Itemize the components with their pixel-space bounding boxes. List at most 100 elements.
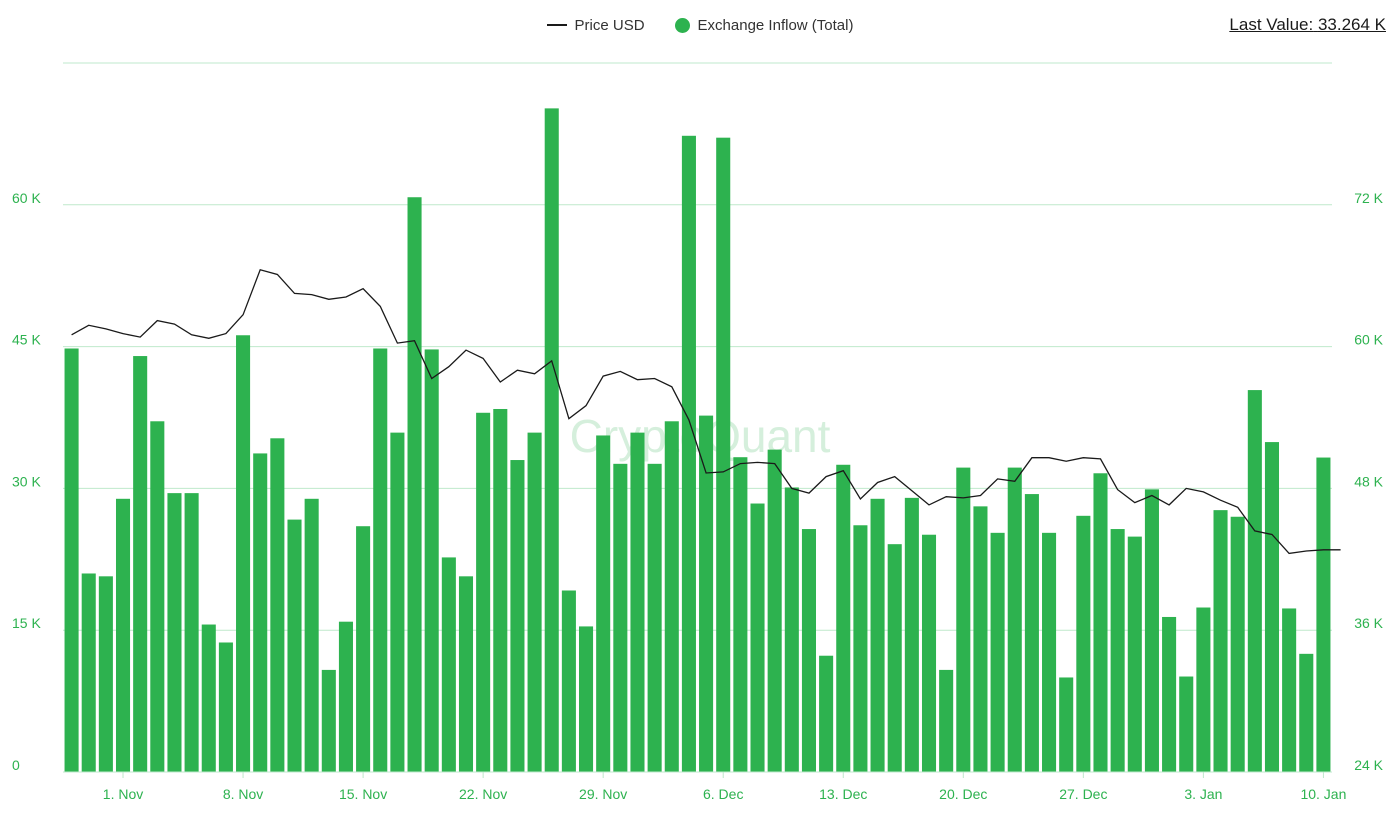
inflow-bar [699, 415, 714, 772]
bars-group [64, 108, 1331, 773]
inflow-bar [1007, 467, 1022, 772]
inflow-bar [1299, 653, 1314, 772]
inflow-bar [956, 467, 971, 772]
inflow-bar [1196, 607, 1211, 772]
y-right-tick-label: 72 K [1354, 190, 1383, 206]
legend-label-inflow: Exchange Inflow (Total) [697, 16, 854, 34]
circle-swatch-icon [674, 17, 690, 33]
inflow-bar [544, 108, 559, 773]
inflow-bar [64, 348, 79, 772]
x-tick-label: 29. Nov [579, 786, 627, 802]
y-left-tick-label: 15 K [12, 615, 41, 631]
inflow-bar [613, 463, 628, 772]
y-axis-right: 24 K 36 K 48 K 60 K 72 K [1354, 190, 1383, 773]
inflow-bar [304, 498, 319, 772]
inflow-bar [270, 438, 285, 772]
inflow-bar [150, 421, 165, 772]
inflow-bar [338, 621, 353, 772]
y-right-tick-label: 36 K [1354, 615, 1383, 631]
inflow-bar [218, 642, 233, 772]
x-tick-label: 20. Dec [939, 786, 987, 802]
inflow-bar [887, 544, 902, 772]
inflow-bar [733, 457, 748, 772]
x-tick-label: 10. Jan [1300, 786, 1346, 802]
inflow-bar [201, 624, 216, 772]
inflow-bar [647, 463, 662, 772]
inflow-bar [1162, 616, 1177, 772]
inflow-bar [441, 557, 456, 772]
inflow-bar [373, 348, 388, 772]
line-swatch-icon [546, 24, 567, 26]
inflow-bar [253, 453, 268, 772]
y-left-tick-label: 30 K [12, 473, 41, 489]
inflow-bar [664, 421, 679, 772]
inflow-bar [1059, 677, 1074, 772]
inflow-bar [236, 335, 251, 772]
inflow-bar [939, 669, 954, 772]
inflow-bar [493, 408, 508, 772]
y-right-tick-label: 60 K [1354, 332, 1383, 348]
inflow-bar [853, 525, 868, 772]
inflow-bar [819, 655, 834, 772]
inflow-bar [630, 432, 645, 772]
legend-label-price: Price USD [574, 16, 645, 34]
y-left-tick-label: 45 K [12, 332, 41, 348]
inflow-bar [1213, 510, 1228, 772]
inflow-bar [1247, 390, 1262, 772]
legend-item-inflow[interactable]: Exchange Inflow (Total) [674, 16, 854, 34]
last-value-readout[interactable]: Last Value: 33.264 K [1229, 15, 1386, 35]
inflow-bar [184, 493, 199, 772]
inflow-bar [784, 487, 799, 772]
inflow-bar [1144, 489, 1159, 772]
inflow-bar [356, 526, 371, 772]
inflow-bar [133, 356, 148, 772]
inflow-bar [321, 669, 336, 772]
inflow-bar [870, 498, 885, 772]
inflow-bar [1316, 457, 1331, 772]
y-right-tick-label: 24 K [1354, 757, 1383, 773]
inflow-bar [750, 503, 765, 772]
inflow-bar [921, 534, 937, 772]
inflow-bar [836, 464, 851, 772]
legend: Price USD Exchange Inflow (Total) [0, 13, 1400, 37]
inflow-bar [1179, 676, 1194, 772]
legend-item-price[interactable]: Price USD [546, 16, 645, 34]
inflow-bar [767, 449, 782, 772]
x-tick-label: 22. Nov [459, 786, 507, 802]
x-tick-label: 13. Dec [819, 786, 867, 802]
inflow-bar [81, 573, 96, 772]
y-left-tick-label: 0 [12, 757, 20, 773]
inflow-bar [167, 493, 182, 772]
inflow-bar [1024, 494, 1039, 772]
inflow-bar [579, 626, 594, 772]
x-tick-label: 27. Dec [1059, 786, 1107, 802]
inflow-bar [98, 576, 113, 772]
x-tick-label: 6. Dec [703, 786, 743, 802]
last-value-number: 33.264 K [1317, 15, 1386, 34]
inflow-bar [390, 432, 405, 772]
x-tick-label: 3. Jan [1184, 786, 1222, 802]
inflow-bar [476, 412, 491, 772]
price-line [71, 269, 1341, 555]
inflow-bar [596, 435, 611, 772]
x-axis: 1. Nov 8. Nov 15. Nov 22. Nov 29. Nov 6. Dec 1… [63, 771, 1346, 802]
inflow-bar [1230, 516, 1245, 772]
y-axis-left: 0 15 K 30 K 45 K 60 K [12, 190, 41, 773]
inflow-bar [287, 519, 302, 772]
last-value-label: Last Value: [1229, 15, 1314, 34]
inflow-bar [904, 497, 919, 772]
inflow-bar [458, 576, 474, 772]
inflow-bar [716, 137, 731, 772]
x-tick-label: 15. Nov [339, 786, 387, 802]
inflow-bar [1110, 529, 1125, 772]
inflow-bar [1282, 608, 1297, 772]
inflow-bar [1264, 442, 1280, 772]
y-left-tick-label: 60 K [12, 190, 41, 206]
inflow-bar [1127, 536, 1142, 772]
inflow-bar [990, 532, 1005, 772]
inflow-bar [1093, 473, 1108, 772]
inflow-bar [973, 506, 988, 772]
inflow-bar [407, 197, 422, 773]
inflow-bar [510, 460, 525, 772]
